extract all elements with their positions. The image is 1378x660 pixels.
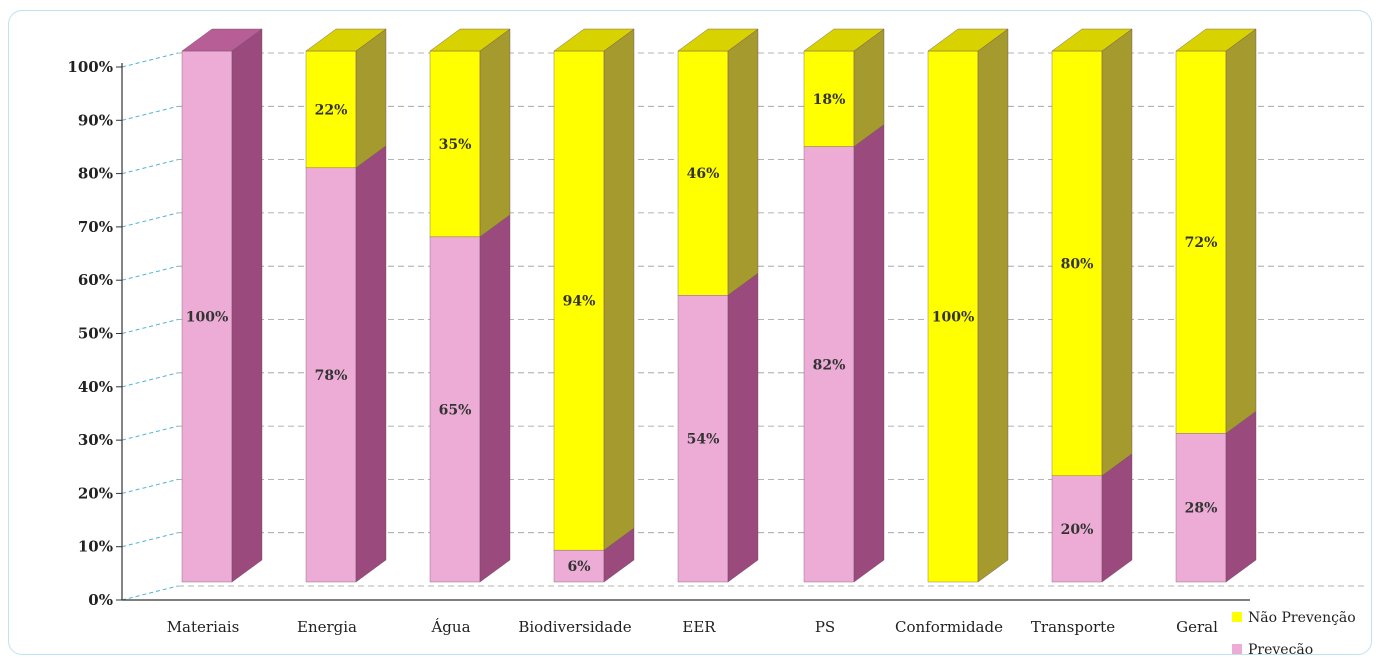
data-label: 18% [813, 92, 846, 108]
wall-gridline [121, 585, 179, 601]
bar-front [803, 50, 855, 147]
wall-gridline [121, 425, 179, 441]
legend-swatch [1232, 612, 1242, 622]
x-tick-label: Água [430, 618, 470, 636]
x-tick-label: Conformidade [895, 618, 1003, 636]
bar-front [927, 50, 979, 583]
bar-top [553, 28, 635, 52]
bar-layer [181, 28, 1257, 583]
x-tick-label: PS [815, 618, 835, 636]
bar-top [927, 28, 1009, 52]
bar-side [1225, 28, 1257, 434]
wall-gridline [121, 319, 179, 334]
bar-top [803, 28, 885, 52]
wall-gridline [121, 52, 179, 68]
data-label: 54% [687, 432, 720, 448]
data-label: 82% [813, 357, 846, 373]
x-tick-label: EER [682, 618, 716, 636]
bar-side [355, 145, 387, 583]
wall-gridline [121, 212, 179, 228]
bar-top [677, 28, 759, 52]
x-tick-label: Materiais [167, 618, 240, 636]
wall-gridline [121, 265, 179, 281]
bar-side [603, 28, 635, 551]
wall-gridline [121, 478, 179, 494]
bar-side [727, 28, 759, 296]
bar-front [181, 50, 233, 583]
y-tick-label: 80% [78, 165, 113, 183]
bar-side [1101, 28, 1133, 477]
bar-top [429, 28, 511, 52]
data-label: 72% [1185, 235, 1218, 251]
bar-front [1051, 50, 1103, 476]
data-label: 22% [315, 102, 348, 118]
bar-side [231, 28, 263, 583]
wall-gridline [121, 159, 179, 175]
y-tick-label: 90% [78, 111, 113, 129]
data-label: 94% [563, 294, 596, 310]
bar-side [479, 214, 511, 583]
bar-front [305, 50, 357, 169]
legend-swatch [1232, 644, 1242, 654]
legend-label: Prevecão [1248, 642, 1313, 658]
legend-label: Não Prevenção [1248, 610, 1356, 626]
data-label: 46% [687, 166, 720, 182]
bar-front [429, 236, 481, 583]
y-tick-label: 20% [78, 484, 113, 502]
y-tick-label: 10% [78, 538, 113, 556]
data-label: 6% [567, 559, 590, 575]
data-label: 20% [1061, 522, 1094, 538]
bar-top [1051, 28, 1133, 52]
bar-side [1225, 410, 1257, 583]
wall-gridline [121, 105, 179, 121]
data-label: 78% [315, 368, 348, 384]
axis-layer: 0% 10% 20% 30% 40% 50% 60% 70% 80% 90% 100% Materia… [67, 58, 1250, 636]
bar-front [553, 50, 605, 551]
bar-side [977, 28, 1009, 583]
bar-top [181, 28, 263, 52]
x-tick-label: Transporte [1031, 618, 1115, 636]
bar-side [853, 124, 885, 583]
legend: Não Prevenção Prevecão [1232, 610, 1356, 658]
y-tick-label: 0% [88, 591, 113, 609]
wall-gridline [121, 372, 179, 388]
grid-layer [121, 52, 1368, 601]
y-tick-label: 60% [78, 271, 113, 289]
bar-front [1175, 433, 1227, 583]
wall-gridline [121, 532, 179, 548]
bar-front [429, 50, 481, 238]
bar-front [1051, 475, 1103, 583]
data-label: 80% [1061, 256, 1094, 272]
data-label: 28% [1185, 501, 1218, 517]
y-tick-label: 100% [67, 58, 113, 76]
bar-side [355, 28, 387, 169]
bar-side [727, 272, 759, 583]
x-tick-label: Energia [297, 618, 357, 636]
y-tick-label: 70% [78, 218, 113, 236]
x-tick-label: Biodiversidade [518, 618, 631, 636]
bar-front [677, 295, 729, 583]
y-tick-label: 30% [78, 431, 113, 449]
chart-frame [8, 10, 1372, 655]
bar-top [1175, 28, 1257, 52]
bar-front [553, 549, 605, 583]
label-layer: 100% 78% 22% 65% 35% 6% 94% 54% 46% 82% 18% 100% 20%… [186, 92, 1218, 575]
x-tick-label: Geral [1176, 618, 1218, 636]
data-label: 35% [439, 137, 472, 153]
bar-side [479, 28, 511, 238]
data-label: 65% [439, 402, 472, 418]
data-label: 100% [932, 310, 975, 326]
data-label: 100% [186, 310, 229, 326]
bar-side [1101, 453, 1133, 583]
bar-front [305, 167, 357, 583]
bar-top [305, 28, 387, 52]
y-tick-label: 50% [78, 325, 113, 343]
y-tick-label: 40% [78, 378, 113, 396]
